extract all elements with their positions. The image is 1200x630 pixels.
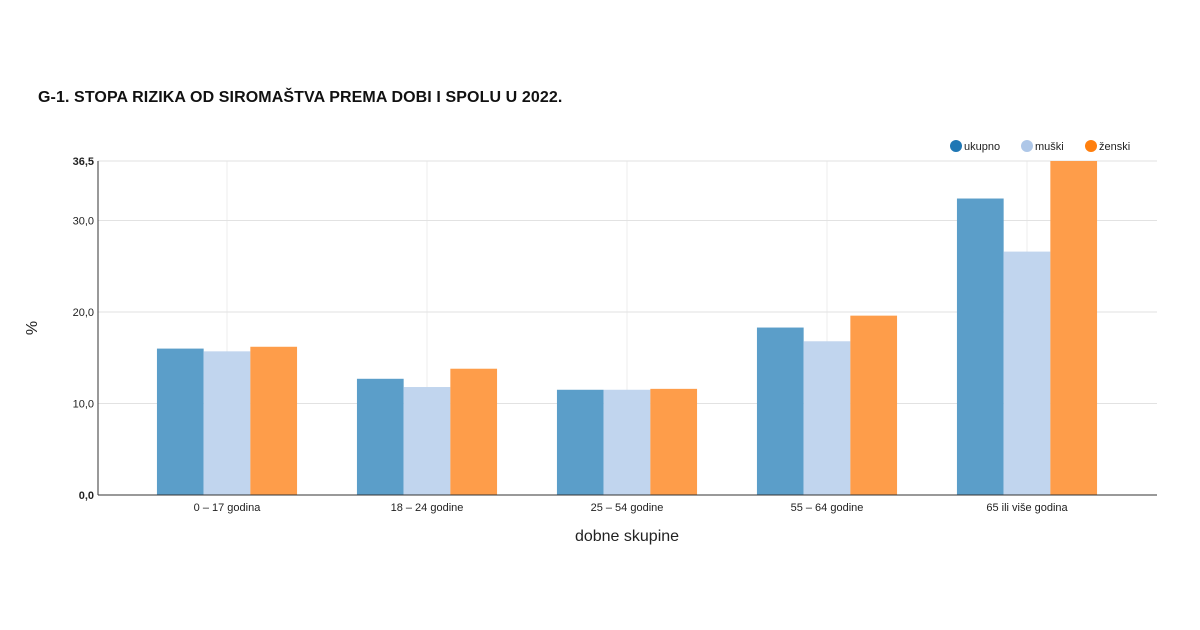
x-tick-label: 25 – 54 godine <box>591 502 664 514</box>
bar-ženski <box>250 346 298 495</box>
bar-ženski <box>850 315 898 495</box>
bar-muški <box>1003 251 1051 495</box>
bar-ukupno <box>556 389 604 495</box>
y-tick-label: 36,5 <box>73 156 94 168</box>
x-tick-label: 55 – 64 godine <box>791 502 864 514</box>
bar-ukupno <box>956 198 1004 495</box>
y-axis-title: % <box>24 321 41 335</box>
bar-ukupno <box>356 378 404 495</box>
bar-muški <box>203 351 251 495</box>
x-tick-label: 18 – 24 godine <box>391 502 464 514</box>
y-tick-label: 20,0 <box>73 307 94 319</box>
bar-muški <box>803 341 851 495</box>
bar-ženski <box>1050 161 1098 495</box>
bars-group <box>156 161 1098 495</box>
y-tick-label: 30,0 <box>73 215 94 227</box>
legend-label: ukupno <box>964 141 1000 153</box>
legend: ukupno muški ženski <box>950 140 1130 153</box>
bar-ženski <box>650 388 698 495</box>
legend-label: ženski <box>1099 141 1130 153</box>
bar-ukupno <box>156 348 204 495</box>
bar-muški <box>603 389 651 495</box>
axes-group: 0,0 10,0 20,0 30,0 36,5 <box>73 156 1157 502</box>
bar-muški <box>403 387 451 495</box>
legend-label: muški <box>1035 141 1064 153</box>
x-tick-label: 0 – 17 godina <box>194 502 262 514</box>
bar-ženski <box>450 368 498 495</box>
legend-swatch <box>1021 140 1033 152</box>
y-tick-label: 0,0 <box>79 490 94 502</box>
x-axis-title: dobne skupine <box>575 528 679 545</box>
legend-swatch <box>1085 140 1097 152</box>
bar-ukupno <box>756 327 804 495</box>
chart-title: G-1. STOPA RIZIKA OD SIROMAŠTVA PREMA DO… <box>38 89 563 106</box>
x-tick-label: 65 ili više godina <box>986 502 1068 514</box>
legend-swatch <box>950 140 962 152</box>
y-tick-label: 10,0 <box>73 398 94 410</box>
labels-group: 0 – 17 godina 18 – 24 godine 25 – 54 godin… <box>24 321 1069 545</box>
